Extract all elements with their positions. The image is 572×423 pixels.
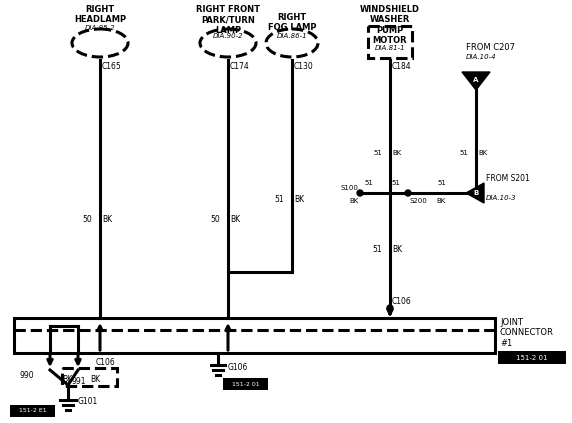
Text: DIA.10-3: DIA.10-3 <box>486 195 517 201</box>
Text: 990: 990 <box>19 371 34 381</box>
Text: 50: 50 <box>82 215 92 225</box>
Text: WINDSHIELD
WASHER
PUMP
MOTOR: WINDSHIELD WASHER PUMP MOTOR <box>360 5 420 45</box>
Circle shape <box>357 190 363 196</box>
Text: A: A <box>473 77 479 83</box>
Text: RIGHT
FOG LAMP: RIGHT FOG LAMP <box>268 13 316 33</box>
Text: 51: 51 <box>459 150 468 156</box>
Text: BK: BK <box>478 150 487 156</box>
Text: BK: BK <box>230 215 240 225</box>
Text: G106: G106 <box>228 363 248 372</box>
Text: C174: C174 <box>230 62 250 71</box>
Text: BK: BK <box>102 215 112 225</box>
Text: BK: BK <box>294 195 304 204</box>
Text: DIA.10-4: DIA.10-4 <box>466 54 496 60</box>
Polygon shape <box>462 72 490 90</box>
Text: BK: BK <box>392 245 402 255</box>
Text: C184: C184 <box>392 62 412 71</box>
Text: 51: 51 <box>275 195 284 204</box>
Polygon shape <box>466 183 484 203</box>
Text: 50: 50 <box>210 215 220 225</box>
Text: FROM C207: FROM C207 <box>466 43 515 52</box>
Circle shape <box>387 305 393 311</box>
Text: S200: S200 <box>410 198 428 204</box>
Bar <box>10 405 55 417</box>
Text: G101: G101 <box>78 398 98 407</box>
Text: C165: C165 <box>102 62 122 71</box>
Text: JOINT
CONNECTOR
#1: JOINT CONNECTOR #1 <box>500 318 554 348</box>
Text: DIA.81-1: DIA.81-1 <box>375 45 406 51</box>
Bar <box>498 351 566 364</box>
Text: C106: C106 <box>96 358 115 367</box>
Text: BK: BK <box>349 198 359 204</box>
Text: DIA.90-2: DIA.90-2 <box>213 33 243 39</box>
Bar <box>368 26 412 58</box>
Text: 51: 51 <box>372 245 382 255</box>
Text: C130: C130 <box>294 62 314 71</box>
Text: 151-2 E1: 151-2 E1 <box>19 409 46 414</box>
Text: BK: BK <box>90 376 100 385</box>
Text: BK: BK <box>62 376 72 385</box>
Text: BK: BK <box>392 150 401 156</box>
Bar <box>14 318 495 353</box>
Text: B: B <box>474 190 479 196</box>
Bar <box>62 368 117 386</box>
Text: 151-2 01: 151-2 01 <box>232 382 259 387</box>
Text: S100: S100 <box>340 185 358 191</box>
Circle shape <box>405 190 411 196</box>
Text: C106: C106 <box>392 297 412 306</box>
Text: BK: BK <box>437 198 446 204</box>
Text: FROM S201: FROM S201 <box>486 174 530 183</box>
Text: DIA.86-1: DIA.86-1 <box>277 33 307 39</box>
Text: 51: 51 <box>391 180 400 186</box>
Text: 51: 51 <box>373 150 382 156</box>
Text: 991: 991 <box>72 376 86 385</box>
Bar <box>223 378 268 390</box>
Text: DIA.85-2: DIA.85-2 <box>85 25 116 31</box>
Text: 51: 51 <box>364 180 373 186</box>
Text: 51: 51 <box>437 180 446 186</box>
Text: RIGHT
HEADLAMP: RIGHT HEADLAMP <box>74 5 126 25</box>
Text: 151-2 01: 151-2 01 <box>517 354 548 360</box>
Text: RIGHT FRONT
PARK/TURN
LAMP: RIGHT FRONT PARK/TURN LAMP <box>196 5 260 35</box>
